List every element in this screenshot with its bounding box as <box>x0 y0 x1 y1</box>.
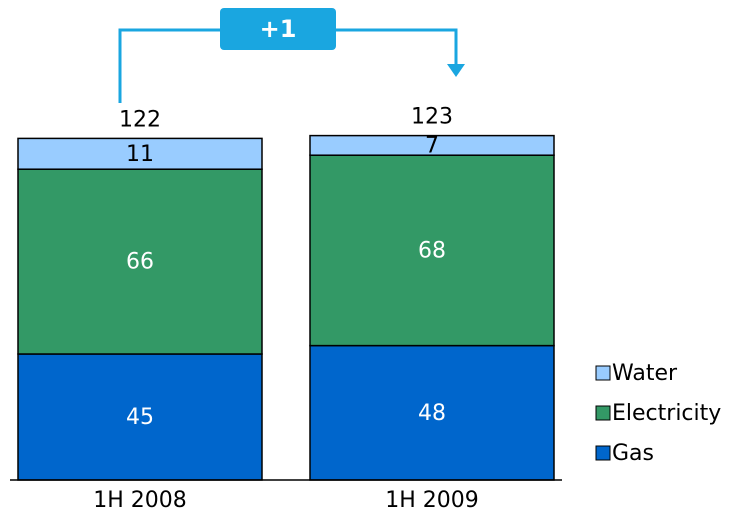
x-tick-label: 1H 2008 <box>93 488 187 513</box>
x-tick-label: 1H 2009 <box>385 488 479 513</box>
data-label: 66 <box>126 250 154 275</box>
total-label: 123 <box>411 105 453 130</box>
data-label: 48 <box>418 401 446 426</box>
arrow-head <box>447 64 465 77</box>
annotation-box <box>220 8 336 50</box>
legend-swatch <box>595 445 611 461</box>
legend-label: Electricity <box>612 401 721 426</box>
data-label: 11 <box>126 142 154 167</box>
bar-segment <box>309 134 555 156</box>
bar-segment <box>17 353 263 481</box>
data-label: 45 <box>126 405 154 430</box>
legend-swatch <box>595 365 611 381</box>
legend-label: Gas <box>612 441 654 466</box>
total-label: 122 <box>119 107 161 132</box>
data-label: 68 <box>418 238 446 263</box>
bar-segment <box>17 137 263 170</box>
legend-swatch <box>595 405 611 421</box>
bar-segment <box>309 344 555 481</box>
bar-segment <box>17 168 263 355</box>
difference-arrow: +1 <box>118 8 465 103</box>
data-label: 7 <box>425 133 439 158</box>
annotation: +1 <box>260 15 297 43</box>
legend-label: Water <box>612 361 678 386</box>
bar-segment <box>309 154 555 347</box>
